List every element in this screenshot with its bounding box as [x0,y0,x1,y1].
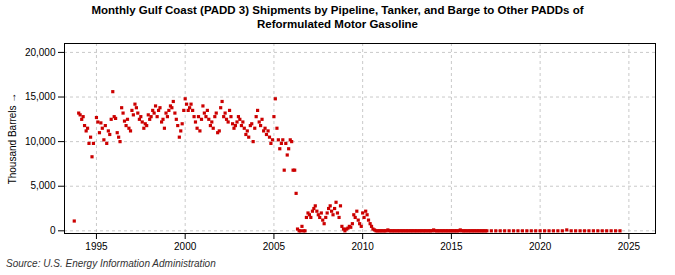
svg-text:1995: 1995 [85,241,108,252]
svg-text:2005: 2005 [263,241,286,252]
svg-text:Thousand Barrels →: Thousand Barrels → [7,93,18,185]
svg-text:0: 0 [50,225,56,236]
svg-text:2015: 2015 [440,241,463,252]
svg-text:10,000: 10,000 [25,136,56,147]
html-text:Source: U.S. Energy Informatio: Source: U.S. Energy Information Administ… [6,258,216,269]
svg-text:5,000: 5,000 [30,180,55,191]
svg-text:2000: 2000 [174,241,197,252]
html-text:Monthly Gulf Coast (PADD 3) Sh: Monthly Gulf Coast (PADD 3) Shipments by… [91,4,584,30]
svg-text:2010: 2010 [352,241,375,252]
svg-text:2025: 2025 [618,241,641,252]
svg-text:15,000: 15,000 [25,91,56,102]
svg-text:2020: 2020 [529,241,552,252]
svg-text:20,000: 20,000 [25,47,56,58]
